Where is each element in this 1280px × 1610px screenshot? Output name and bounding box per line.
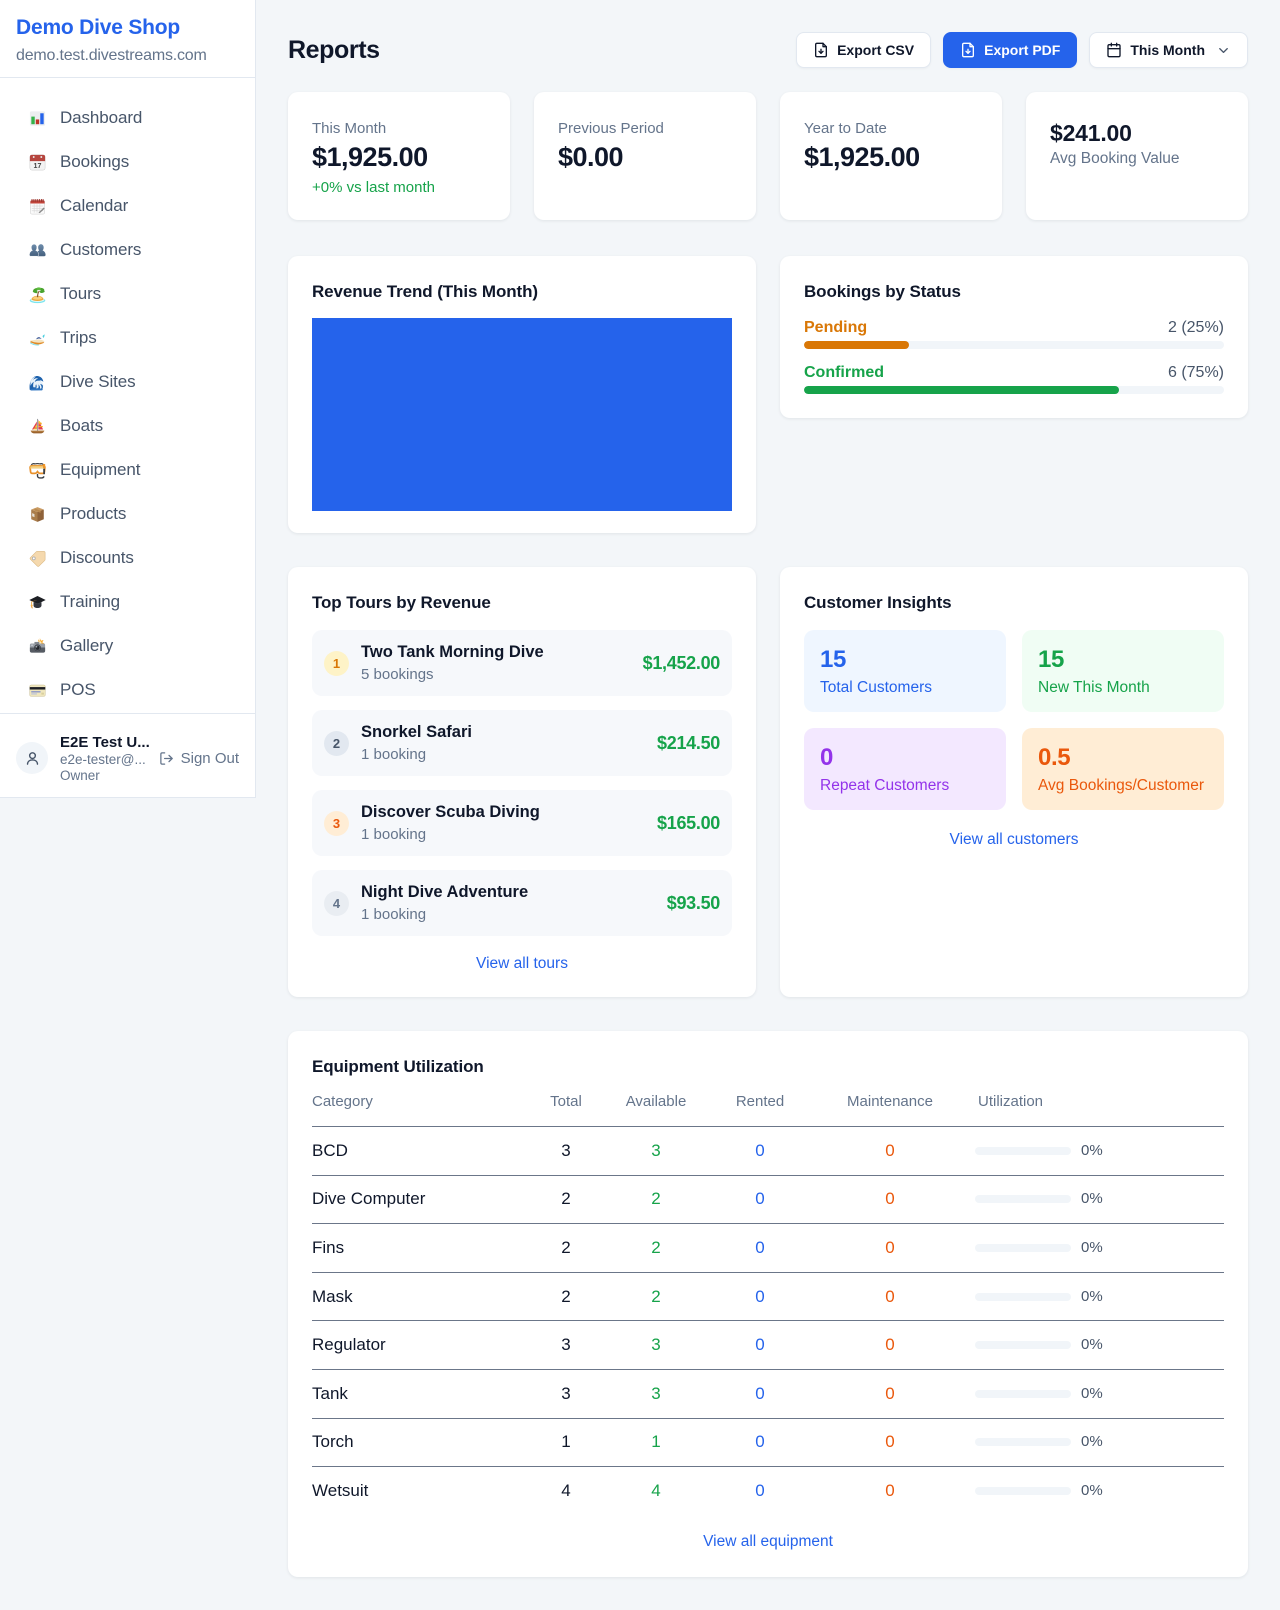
svg-text:17: 17: [34, 161, 42, 169]
